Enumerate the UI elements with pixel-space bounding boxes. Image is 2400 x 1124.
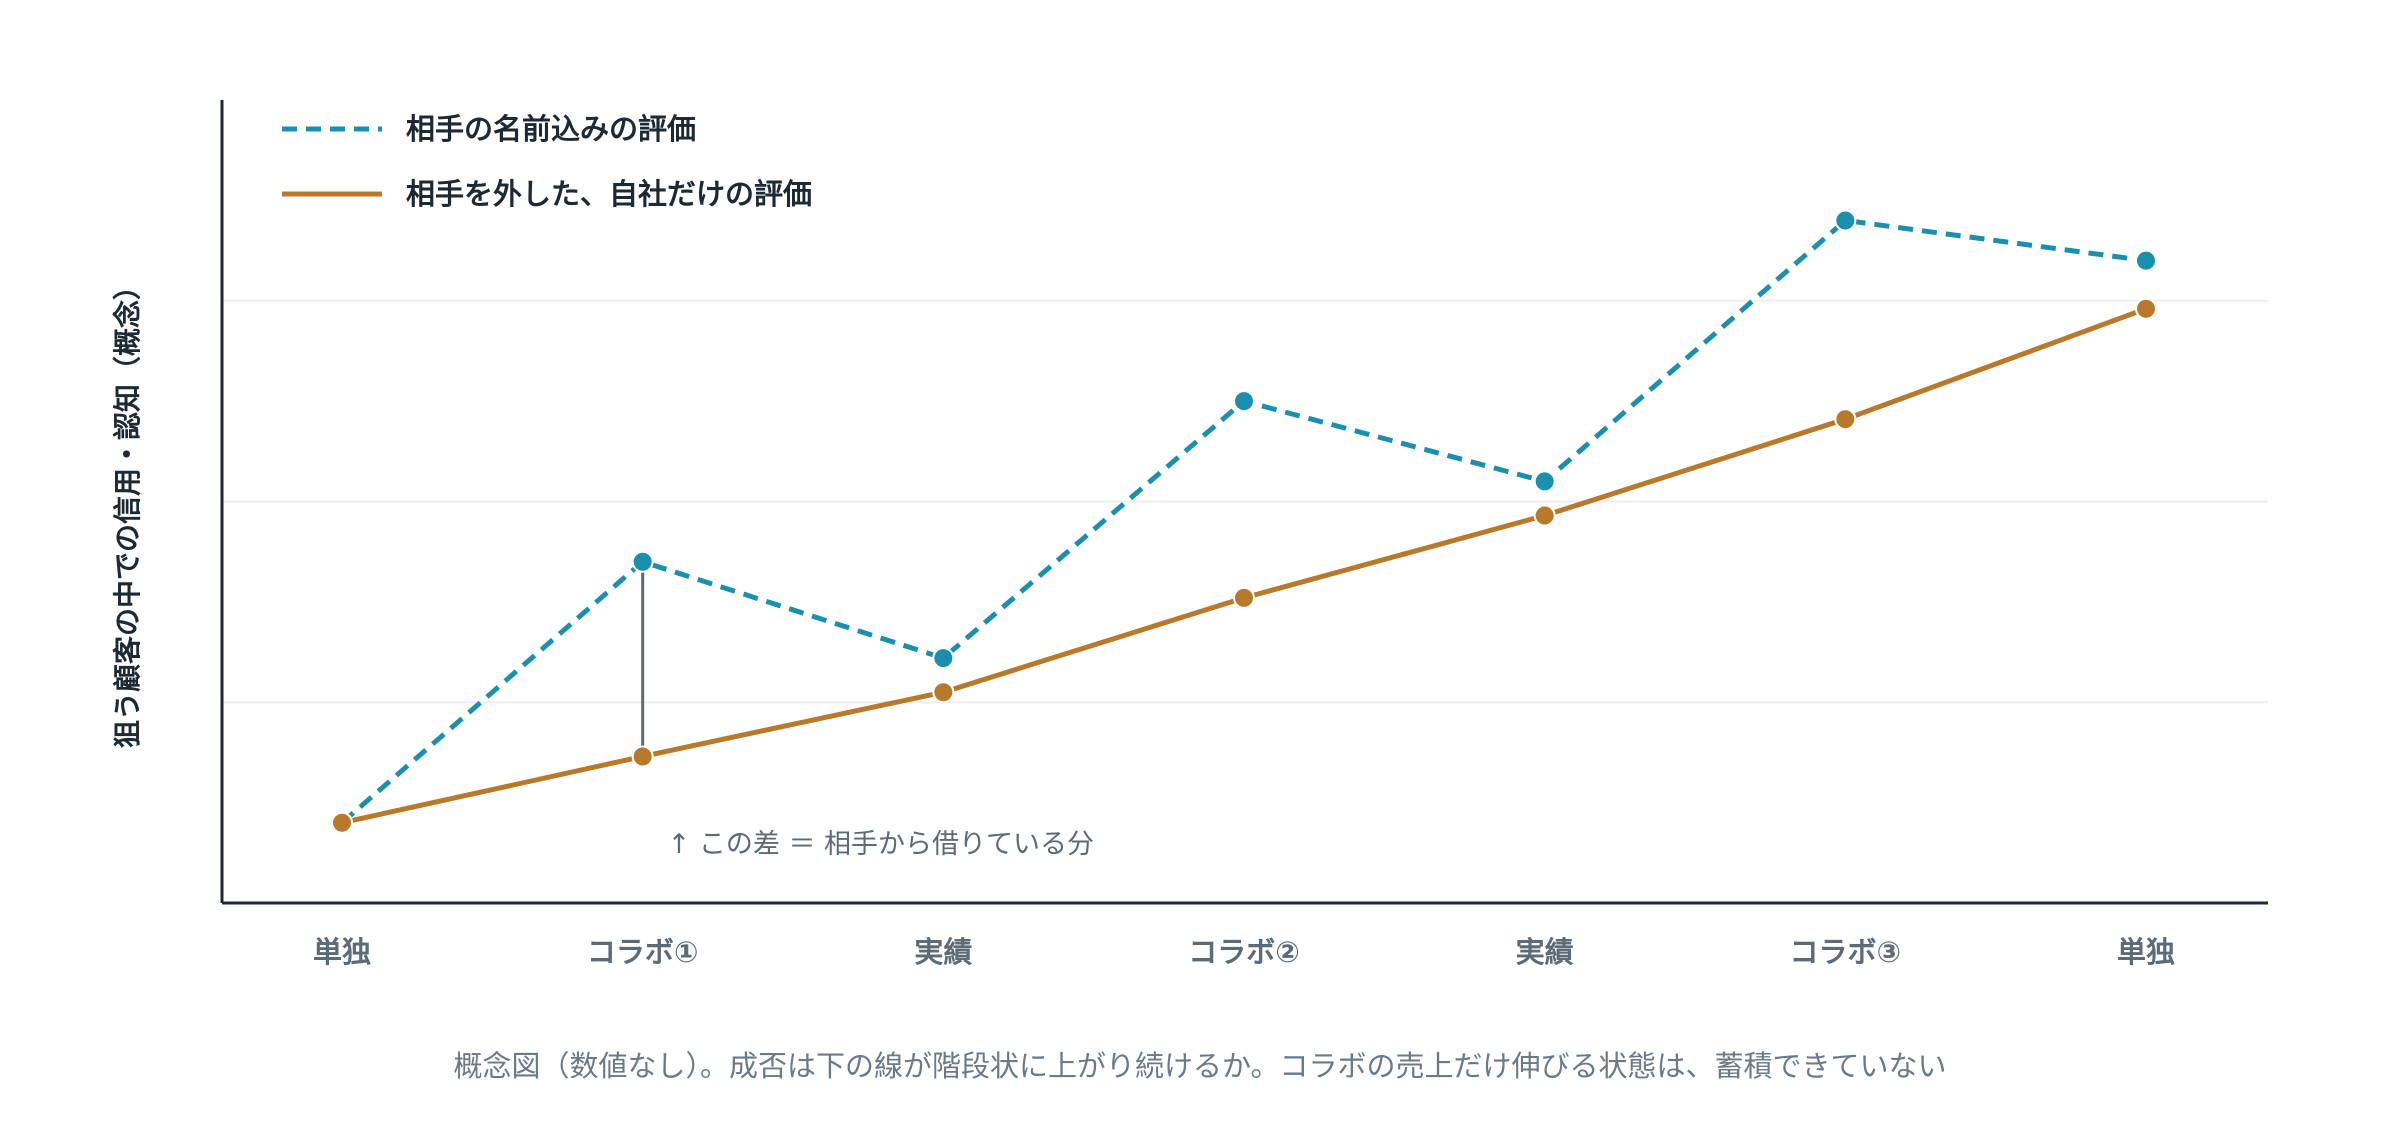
labels-layer: 単独 コラボ① 実績 コラボ② 実績 コラボ③ 単独 狙う顧客の中での信用・認知（概念） 概念図…: [111, 272, 2175, 1083]
gap-annotation: ↑ この差 ＝ 相手から借りている分: [668, 829, 1094, 860]
x-tick-label: コラボ②: [1188, 935, 1300, 969]
series-1-point: [631, 550, 654, 573]
y-axis-label: 狙う顧客の中での信用・認知（概念）: [111, 272, 144, 748]
series-2-point: [331, 811, 353, 834]
x-tick-label: コラボ③: [1790, 935, 1902, 969]
series-1-point: [932, 647, 955, 670]
series-2-point: [1834, 408, 1857, 431]
x-tick-label: コラボ①: [587, 935, 699, 969]
axes-layer: [220, 100, 2268, 905]
x-tick-label: 実績: [1516, 935, 1574, 969]
chart-caption: 概念図（数値なし）。成否は下の線が階段状に上がり続けるか。コラボの売上だけ伸びる…: [454, 1049, 1947, 1083]
series-1-point: [2135, 249, 2157, 272]
grid-layer: [222, 299, 2268, 704]
legend-label-2: 相手を外した、自社だけの評価: [406, 177, 812, 211]
series-1-point: [1834, 209, 1857, 232]
series-line-2: [341, 306, 2147, 826]
annotation-layer: ↑ この差 ＝ 相手から借りている分: [641, 561, 1094, 860]
series-layer: [340, 217, 2147, 826]
series-2-point: [631, 745, 654, 768]
x-tick-label: 実績: [914, 935, 972, 969]
points-layer: [331, 209, 2157, 834]
legend-label-1: 相手の名前込みの評価: [406, 112, 696, 146]
series-1-point: [1533, 470, 1556, 493]
series-2-point: [1533, 504, 1556, 527]
series-2-point: [2135, 297, 2157, 320]
series-2-point: [1233, 586, 1255, 609]
x-tick-label: 単独: [313, 935, 371, 969]
series-2-point: [932, 681, 955, 704]
x-tick-label: 単独: [2117, 935, 2175, 969]
series-line-1: [340, 217, 2147, 825]
series-1-point: [1233, 390, 1255, 413]
